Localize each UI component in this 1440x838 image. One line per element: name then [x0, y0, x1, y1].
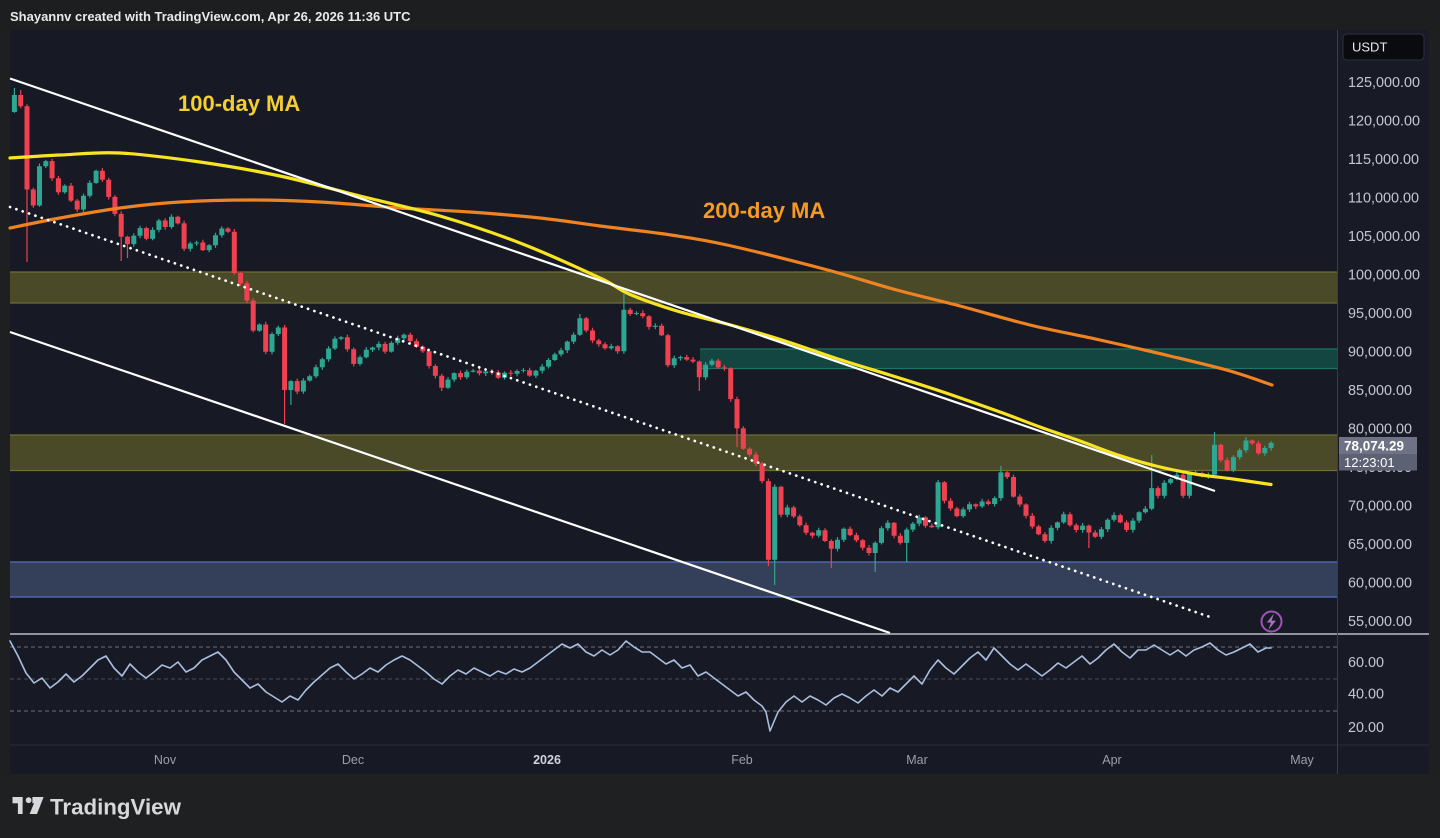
svg-text:Nov: Nov — [154, 753, 177, 767]
svg-text:200-day MA: 200-day MA — [703, 198, 825, 223]
svg-text:90,000.00: 90,000.00 — [1348, 345, 1412, 361]
svg-text:Dec: Dec — [342, 753, 364, 767]
svg-text:78,074.29: 78,074.29 — [1344, 439, 1404, 454]
svg-text:105,000.00: 105,000.00 — [1348, 229, 1420, 245]
svg-text:95,000.00: 95,000.00 — [1348, 306, 1412, 322]
svg-text:70,000.00: 70,000.00 — [1348, 499, 1412, 515]
svg-text:2026: 2026 — [533, 753, 561, 767]
svg-text:Mar: Mar — [906, 753, 928, 767]
svg-text:120,000.00: 120,000.00 — [1348, 114, 1420, 130]
svg-text:12:23:01: 12:23:01 — [1344, 455, 1395, 470]
svg-text:20.00: 20.00 — [1348, 720, 1384, 736]
svg-text:80,000.00: 80,000.00 — [1348, 422, 1412, 438]
svg-text:Apr: Apr — [1102, 753, 1121, 767]
svg-text:65,000.00: 65,000.00 — [1348, 537, 1412, 553]
svg-text:TradingView: TradingView — [50, 795, 182, 820]
svg-text:Feb: Feb — [731, 753, 753, 767]
svg-text:110,000.00: 110,000.00 — [1348, 191, 1419, 207]
svg-text:125,000.00: 125,000.00 — [1348, 75, 1420, 91]
svg-text:40.00: 40.00 — [1348, 687, 1384, 703]
svg-text:55,000.00: 55,000.00 — [1348, 614, 1412, 630]
svg-text:115,000.00: 115,000.00 — [1348, 152, 1419, 168]
svg-text:60,000.00: 60,000.00 — [1348, 576, 1412, 592]
svg-text:85,000.00: 85,000.00 — [1348, 383, 1412, 399]
svg-text:Shayannv created with TradingV: Shayannv created with TradingView.com, A… — [10, 9, 411, 24]
svg-text:May: May — [1290, 753, 1314, 767]
svg-text:60.00: 60.00 — [1348, 655, 1384, 671]
svg-text:USDT: USDT — [1352, 40, 1387, 55]
svg-text:100,000.00: 100,000.00 — [1348, 268, 1420, 284]
svg-text:100-day MA: 100-day MA — [178, 91, 300, 116]
